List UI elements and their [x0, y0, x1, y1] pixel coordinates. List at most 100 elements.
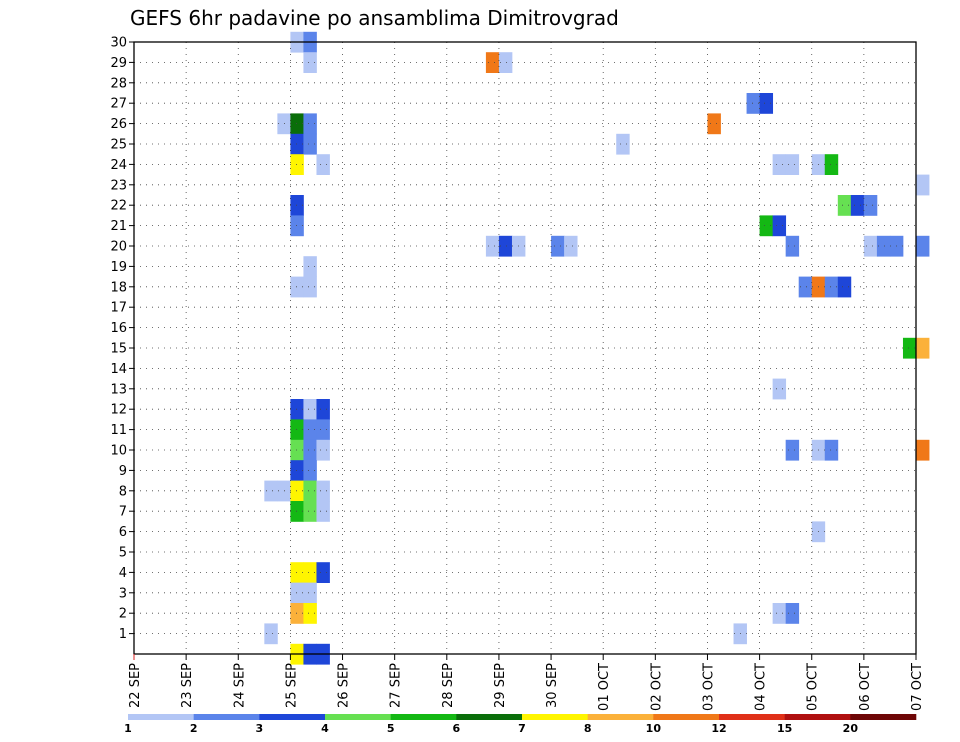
- x-tick-label: 25 SEP: [284, 663, 299, 708]
- heatmap-cell: [850, 195, 865, 216]
- heatmap-cell: [303, 276, 317, 298]
- heatmap-cell: [290, 582, 304, 604]
- legend-swatch: [193, 714, 260, 720]
- legend-swatch: [784, 714, 851, 720]
- y-tick-label: 6: [119, 525, 127, 540]
- heatmap-cell: [303, 562, 317, 583]
- heatmap-cell: [916, 235, 930, 257]
- x-tick-label: 05 OCT: [806, 663, 821, 711]
- legend-label: 5: [387, 722, 395, 735]
- heatmap-cell: [290, 460, 304, 481]
- y-tick-label: 28: [110, 76, 127, 91]
- heatmap-cell: [824, 276, 839, 298]
- heatmap-cell: [564, 235, 578, 257]
- legend-label: 1: [124, 722, 132, 735]
- heatmap-cell: [824, 439, 839, 461]
- heatmap-cell: [485, 235, 500, 257]
- legend-label: 6: [453, 722, 461, 735]
- legend-swatch: [522, 714, 588, 720]
- x-tick-label: 07 OCT: [910, 663, 925, 711]
- heatmap-cell: [316, 501, 330, 522]
- heatmap-cell: [837, 276, 852, 298]
- heatmap-cell: [759, 93, 774, 114]
- y-tick-label: 17: [110, 301, 127, 316]
- y-tick-label: 5: [119, 546, 127, 561]
- heatmap-cell: [316, 154, 330, 175]
- heatmap-cell: [264, 623, 278, 645]
- legend-label: 7: [518, 722, 526, 735]
- heatmap-cell: [290, 113, 304, 135]
- heatmap-cell: [316, 419, 330, 441]
- chart-title: GEFS 6hr padavine po ansamblima Dimitrov…: [130, 6, 619, 30]
- heatmap-cell: [303, 480, 317, 502]
- heatmap-cell: [772, 603, 787, 624]
- heatmap-cell: [290, 399, 304, 420]
- y-tick-label: 20: [110, 240, 127, 255]
- y-tick-label: 3: [119, 586, 127, 601]
- legend-swatch: [719, 714, 785, 720]
- x-tick-label: 29 SEP: [493, 663, 508, 708]
- legend-label: 2: [190, 722, 198, 735]
- heatmap-cell: [876, 235, 891, 257]
- heatmap-cell: [485, 52, 500, 73]
- legend-swatch: [325, 714, 391, 720]
- heatmap-cell: [290, 215, 304, 237]
- y-tick-label: 21: [110, 219, 127, 234]
- y-tick-label: 11: [110, 423, 127, 438]
- y-tick-label: 24: [110, 158, 127, 173]
- legend-label: 20: [843, 722, 859, 735]
- heatmap-cell: [290, 562, 304, 583]
- x-tick-label: 27 SEP: [389, 663, 404, 708]
- heatmap-cell: [290, 154, 304, 175]
- heatmap-cell: [785, 603, 800, 624]
- x-tick-label: 22 SEP: [128, 663, 143, 708]
- heatmap-cell: [303, 256, 317, 277]
- x-tick-label: 26 SEP: [337, 663, 352, 708]
- y-tick-label: 18: [110, 280, 127, 295]
- heatmap-cell: [824, 154, 839, 175]
- y-tick-label: 15: [110, 342, 127, 357]
- legend-label: 10: [646, 722, 662, 735]
- heatmap-cell: [303, 399, 317, 420]
- heatmap-cell: [303, 419, 317, 441]
- heatmap-cell: [264, 480, 278, 502]
- y-tick-label: 8: [119, 484, 127, 499]
- y-tick-label: 29: [110, 56, 127, 71]
- x-tick-label: 03 OCT: [701, 663, 716, 711]
- y-tick-label: 10: [110, 444, 127, 459]
- y-tick-label: 22: [110, 199, 127, 214]
- x-tick-label: 23 SEP: [180, 663, 195, 708]
- y-tick-label: 4: [119, 566, 127, 581]
- y-tick-label: 14: [110, 362, 127, 377]
- heatmap-cell: [290, 195, 304, 216]
- y-tick-label: 19: [110, 260, 127, 275]
- heatmap-cell: [916, 337, 930, 359]
- heatmap-cell: [303, 582, 317, 604]
- heatmap-cell: [316, 562, 330, 583]
- heatmap-cell: [759, 215, 774, 237]
- heatmap-cell: [772, 154, 787, 175]
- heatmap-cell: [316, 480, 330, 502]
- heatmap-cell: [863, 195, 878, 216]
- legend-swatch: [587, 714, 654, 720]
- legend-swatch: [390, 714, 457, 720]
- legend-label: 15: [777, 722, 792, 735]
- y-tick-label: 16: [110, 321, 127, 336]
- y-tick-label: 2: [119, 607, 127, 622]
- y-tick-label: 13: [110, 382, 127, 397]
- heatmap-cell: [290, 439, 304, 461]
- heatmap-cell: [772, 378, 787, 400]
- heatmap-cell: [798, 276, 813, 298]
- x-tick-label: 06 OCT: [858, 663, 873, 711]
- x-tick-label: 30 SEP: [545, 663, 560, 708]
- heatmap-cell: [902, 337, 917, 359]
- x-tick-label: 28 SEP: [441, 663, 456, 708]
- y-tick-label: 9: [119, 464, 127, 479]
- heatmap-cell: [290, 419, 304, 441]
- x-tick-label: 24 SEP: [232, 663, 247, 708]
- heatmap-cell: [785, 439, 800, 461]
- heatmap-cell: [707, 113, 721, 135]
- heatmap-cell: [785, 154, 800, 175]
- y-tick-label: 26: [110, 117, 127, 132]
